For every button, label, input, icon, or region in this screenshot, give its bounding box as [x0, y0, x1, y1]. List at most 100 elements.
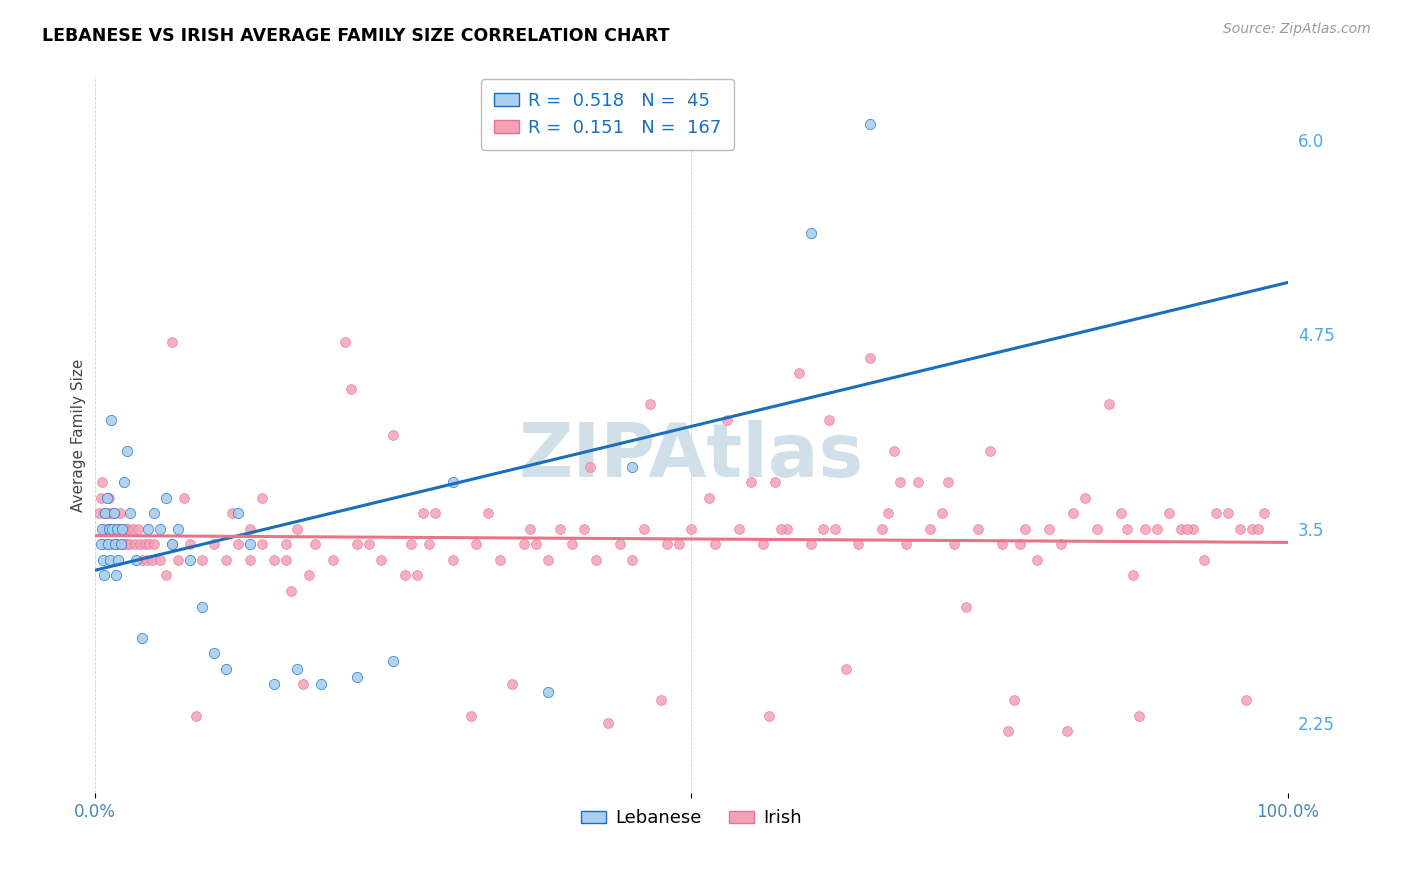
Point	[239, 537, 262, 551]
Point	[1074, 491, 1097, 505]
Point	[918, 522, 941, 536]
Point	[136, 522, 159, 536]
Point	[894, 537, 917, 551]
Point	[883, 444, 905, 458]
Point	[155, 491, 177, 505]
Point	[115, 444, 138, 458]
Point	[955, 599, 977, 614]
Point	[160, 537, 183, 551]
Point	[370, 553, 392, 567]
Point	[104, 506, 127, 520]
Point	[90, 475, 112, 489]
Point	[304, 537, 326, 551]
Point	[758, 708, 780, 723]
Point	[129, 537, 152, 551]
Point	[800, 537, 823, 551]
Text: ZIPAtlas: ZIPAtlas	[519, 420, 863, 493]
Point	[101, 537, 124, 551]
Point	[638, 397, 661, 411]
Point	[103, 522, 125, 536]
Point	[90, 522, 112, 536]
Point	[1038, 522, 1060, 536]
Point	[697, 491, 720, 505]
Point	[287, 522, 309, 536]
Point	[936, 475, 959, 489]
Point	[131, 553, 153, 567]
Point	[1170, 522, 1192, 536]
Point	[239, 522, 262, 536]
Point	[105, 568, 128, 582]
Point	[125, 553, 148, 567]
Point	[184, 708, 207, 723]
Point	[250, 537, 273, 551]
Point	[824, 522, 846, 536]
Point	[787, 366, 810, 380]
Point	[1194, 553, 1216, 567]
Point	[287, 662, 309, 676]
Point	[579, 459, 602, 474]
Point	[412, 506, 434, 520]
Point	[907, 475, 929, 489]
Point	[859, 351, 882, 365]
Point	[997, 724, 1019, 739]
Point	[103, 506, 125, 520]
Point	[298, 568, 321, 582]
Point	[107, 553, 129, 567]
Point	[105, 537, 128, 551]
Point	[90, 491, 112, 505]
Point	[1056, 724, 1078, 739]
Point	[381, 654, 404, 668]
Point	[650, 693, 672, 707]
Point	[274, 537, 297, 551]
Point	[1205, 506, 1227, 520]
Point	[1122, 568, 1144, 582]
Point	[889, 475, 911, 489]
Point	[501, 677, 523, 691]
Point	[120, 537, 142, 551]
Point	[155, 568, 177, 582]
Point	[441, 475, 464, 489]
Point	[111, 537, 134, 551]
Point	[202, 646, 225, 660]
Point	[1062, 506, 1084, 520]
Point	[1128, 708, 1150, 723]
Point	[149, 553, 172, 567]
Point	[1181, 522, 1204, 536]
Point	[112, 522, 135, 536]
Point	[405, 568, 427, 582]
Point	[657, 537, 679, 551]
Point	[966, 522, 988, 536]
Point	[94, 537, 117, 551]
Point	[335, 334, 357, 349]
Point	[477, 506, 499, 520]
Point	[609, 537, 631, 551]
Point	[226, 506, 249, 520]
Point	[94, 506, 117, 520]
Point	[117, 522, 139, 536]
Point	[263, 677, 285, 691]
Point	[250, 491, 273, 505]
Point	[340, 382, 363, 396]
Point	[96, 491, 118, 505]
Point	[418, 537, 440, 551]
Point	[931, 506, 953, 520]
Point	[149, 522, 172, 536]
Point	[191, 553, 214, 567]
Point	[179, 537, 201, 551]
Point	[322, 553, 344, 567]
Point	[115, 537, 138, 551]
Point	[110, 537, 132, 551]
Point	[121, 522, 143, 536]
Point	[160, 334, 183, 349]
Point	[811, 522, 834, 536]
Point	[91, 522, 114, 536]
Point	[752, 537, 775, 551]
Point	[173, 491, 195, 505]
Point	[1002, 693, 1025, 707]
Point	[800, 226, 823, 240]
Point	[537, 685, 560, 699]
Point	[572, 522, 595, 536]
Point	[108, 506, 131, 520]
Point	[728, 522, 751, 536]
Point	[120, 506, 142, 520]
